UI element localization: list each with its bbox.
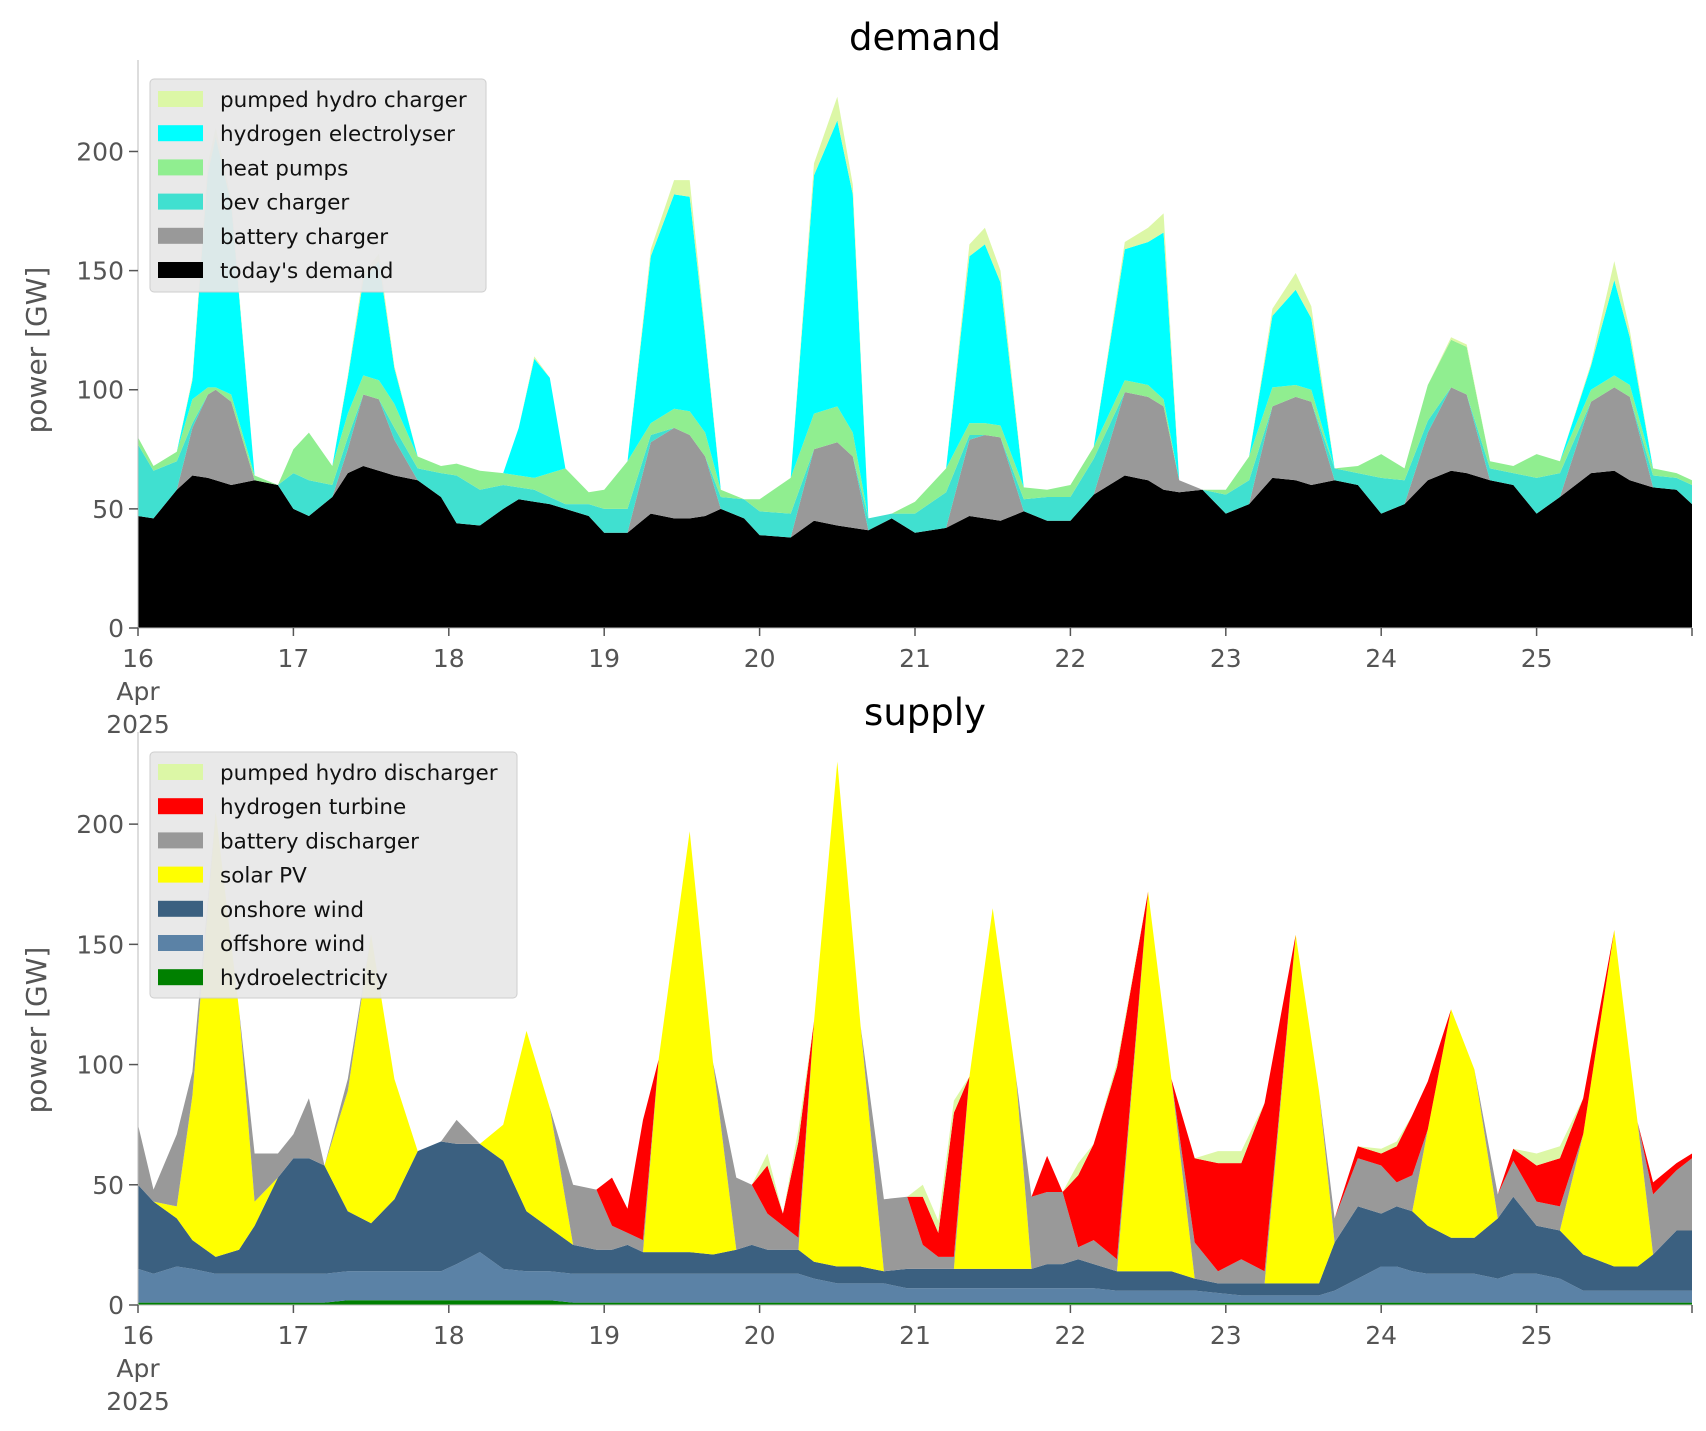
legend-label-pumped-hydro-discharger: pumped hydro discharger	[220, 761, 498, 786]
legend-box	[149, 751, 518, 999]
legend-label-heat-pumps: heat pumps	[220, 156, 348, 181]
x-tick-label: 19	[588, 1321, 620, 1350]
area-offshore-wind	[138, 1252, 1692, 1303]
legend-label-offshore-wind: offshore wind	[220, 932, 365, 957]
area-solar-pv	[138, 761, 1692, 1284]
x-tick-label: 16 Apr 2025	[106, 644, 170, 739]
legend-swatch-hydrogen-electrolyser	[158, 125, 203, 142]
x-tick-label: 18	[433, 644, 465, 673]
x-tick-label: 19	[588, 644, 620, 673]
legend-box	[149, 78, 487, 293]
y-tick-label: 50	[92, 495, 124, 524]
x-tick-label: 17	[277, 644, 309, 673]
legend-swatch-onshore-wind	[158, 900, 203, 917]
x-tick-label: 21	[899, 644, 931, 673]
x-tick-label: 20	[744, 1321, 776, 1350]
legend-label-hydroelectricity: hydroelectricity	[220, 966, 388, 991]
legend-swatch-today-s-demand	[158, 262, 203, 278]
legend-swatch-heat-pumps	[158, 159, 203, 176]
x-tick-label: 18	[433, 1321, 465, 1350]
supply-panel: supply power [GW] 0 50 100 150 200 16 Apr 2025 17 1…	[20, 691, 1693, 1416]
y-axis-label: power [GW]	[20, 267, 53, 434]
x-tick-label: 17	[277, 1321, 309, 1350]
legend-label-today-s-demand: today's demand	[220, 259, 393, 284]
x-tick-label: 22	[1054, 1321, 1086, 1350]
y-axis-label: power [GW]	[20, 947, 53, 1114]
legend-label-onshore-wind: onshore wind	[220, 898, 364, 923]
legend-swatch-offshore-wind	[158, 935, 203, 951]
x-tick-label: 24	[1365, 644, 1397, 673]
y-tick-label: 200	[76, 810, 124, 839]
legend-swatch-solar-pv	[158, 866, 203, 883]
x-tick-label: 20	[744, 644, 776, 673]
y-tick-label: 150	[76, 930, 124, 959]
y-tick-label: 0	[108, 1291, 124, 1320]
x-tick-label: 16 Apr 2025	[106, 1321, 170, 1416]
legend-swatch-battery-charger	[158, 227, 203, 244]
area-onshore-wind	[138, 1141, 1692, 1296]
area-today-s-demand	[138, 466, 1692, 628]
y-tick-label: 150	[76, 257, 124, 286]
y-tick-label: 100	[76, 376, 124, 405]
y-tick-label: 200	[76, 137, 124, 166]
chart-title: supply	[864, 691, 986, 734]
legend-swatch-pumped-hydro-charger	[158, 91, 203, 107]
legend-label-solar-pv: solar PV	[220, 864, 307, 889]
area-battery-charger	[138, 387, 1692, 538]
legend-label-battery-charger: battery charger	[220, 225, 388, 250]
legend-swatch-hydrogen-turbine	[158, 798, 203, 815]
x-tick-label: 24	[1365, 1321, 1397, 1350]
legend-label-hydrogen-electrolyser: hydrogen electrolyser	[220, 122, 455, 147]
area-bev-charger	[138, 387, 1692, 538]
legend: pumped hydro charger hydrogen electrolyse…	[149, 78, 487, 293]
legend-swatch-hydroelectricity	[158, 969, 203, 986]
legend-label-battery-discharger: battery discharger	[220, 829, 419, 854]
chart-title: demand	[849, 16, 1001, 59]
x-tick-label: 25	[1521, 644, 1553, 673]
x-tick-label: 22	[1054, 644, 1086, 673]
x-tick-label: 23	[1210, 644, 1242, 673]
demand-panel: demand power [GW] 0 50 100 150 200 16 Apr 2025 17 1…	[20, 16, 1693, 739]
legend-label-pumped-hydro-charger: pumped hydro charger	[220, 88, 467, 113]
area-hydrogen-electrolyser	[138, 120, 1692, 519]
legend: pumped hydro discharger hydrogen turbine b…	[149, 751, 518, 999]
legend-swatch-battery-discharger	[158, 832, 203, 849]
x-tick-label: 25	[1521, 1321, 1553, 1350]
y-tick-label: 50	[92, 1171, 124, 1200]
legend-label-bev-charger: bev charger	[220, 191, 349, 216]
legend-swatch-pumped-hydro-discharger	[158, 764, 203, 780]
legend-swatch-bev-charger	[158, 193, 203, 210]
y-tick-label: 0	[108, 614, 124, 643]
x-tick-label: 21	[899, 1321, 931, 1350]
legend-label-hydrogen-turbine: hydrogen turbine	[220, 795, 406, 820]
y-tick-label: 100	[76, 1051, 124, 1080]
x-tick-label: 23	[1210, 1321, 1242, 1350]
